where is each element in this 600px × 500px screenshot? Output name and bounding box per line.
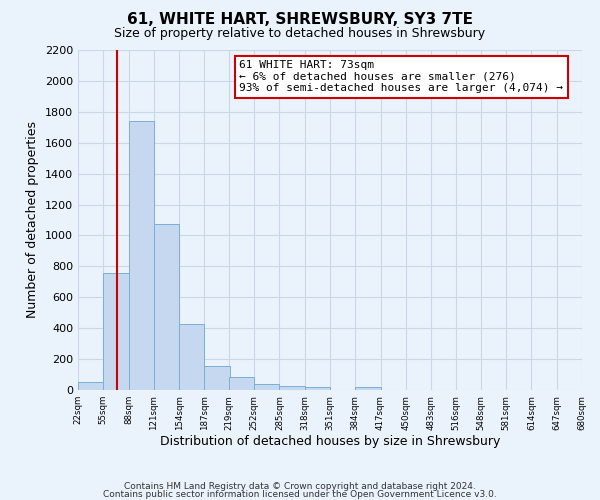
Bar [254,384,280,390]
Bar [355,387,380,390]
Bar [128,121,154,390]
Text: 61, WHITE HART, SHREWSBURY, SY3 7TE: 61, WHITE HART, SHREWSBURY, SY3 7TE [127,12,473,28]
Bar [78,382,103,390]
Y-axis label: Number of detached properties: Number of detached properties [26,122,40,318]
Bar [103,272,128,390]
Text: 61 WHITE HART: 73sqm
← 6% of detached houses are smaller (276)
93% of semi-detac: 61 WHITE HART: 73sqm ← 6% of detached ho… [239,60,563,94]
Bar [154,224,179,390]
Bar [229,378,254,390]
Bar [205,366,230,390]
Bar [179,324,205,390]
Bar [305,387,330,390]
Text: Contains HM Land Registry data © Crown copyright and database right 2024.: Contains HM Land Registry data © Crown c… [124,482,476,491]
Text: Contains public sector information licensed under the Open Government Licence v3: Contains public sector information licen… [103,490,497,499]
Text: Size of property relative to detached houses in Shrewsbury: Size of property relative to detached ho… [115,28,485,40]
Bar [280,386,305,390]
X-axis label: Distribution of detached houses by size in Shrewsbury: Distribution of detached houses by size … [160,436,500,448]
